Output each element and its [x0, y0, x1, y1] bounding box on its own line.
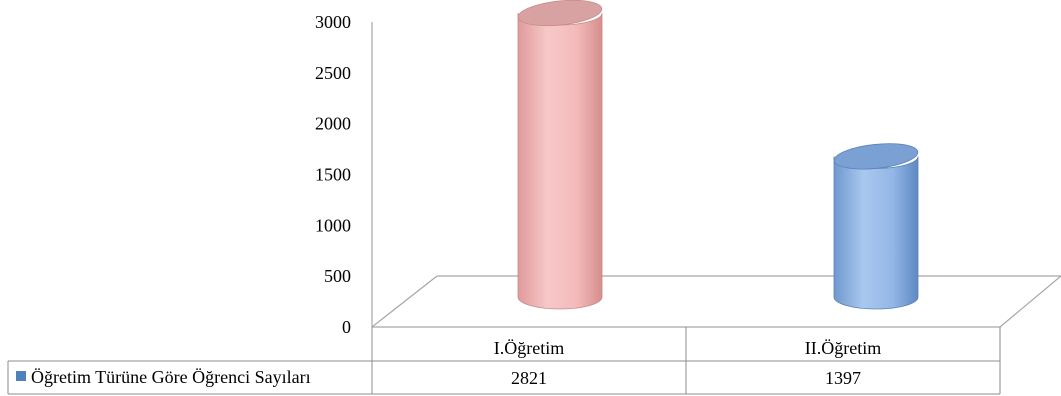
- cylinder-top: [517, 0, 603, 27]
- y-axis-ticks: 0 500 1000 1500 2000 2500 3000: [315, 12, 351, 337]
- y-tick-label: 3000: [315, 12, 351, 32]
- floor-left-edge: [371, 275, 438, 328]
- cylinder-bar: [517, 0, 603, 310]
- cylinder-body: [517, 12, 603, 310]
- bars: [517, 0, 919, 310]
- category-label-1: I.Öğretim: [494, 338, 564, 358]
- y-tick-label: 1500: [315, 165, 351, 185]
- data-value-2: 1397: [825, 368, 861, 388]
- cylinder-top: [833, 143, 919, 170]
- y-tick-label: 0: [342, 317, 351, 337]
- data-value-1: 2821: [511, 368, 547, 388]
- y-tick-label: 2000: [315, 114, 351, 134]
- category-label-2: II.Öğretim: [805, 338, 881, 358]
- cylinder-bar: [833, 143, 919, 310]
- y-tick-label: 500: [324, 266, 351, 286]
- cylinder-body: [833, 156, 919, 310]
- axis-frame: [371, 22, 1061, 328]
- y-tick-label: 1000: [315, 215, 351, 235]
- series-name: Öğretim Türüne Göre Öğrenci Sayıları: [31, 367, 311, 387]
- legend-marker: [16, 371, 26, 381]
- data-table: [7, 327, 1001, 395]
- y-tick-label: 2500: [315, 63, 351, 83]
- floor-right-edge: [999, 275, 1061, 328]
